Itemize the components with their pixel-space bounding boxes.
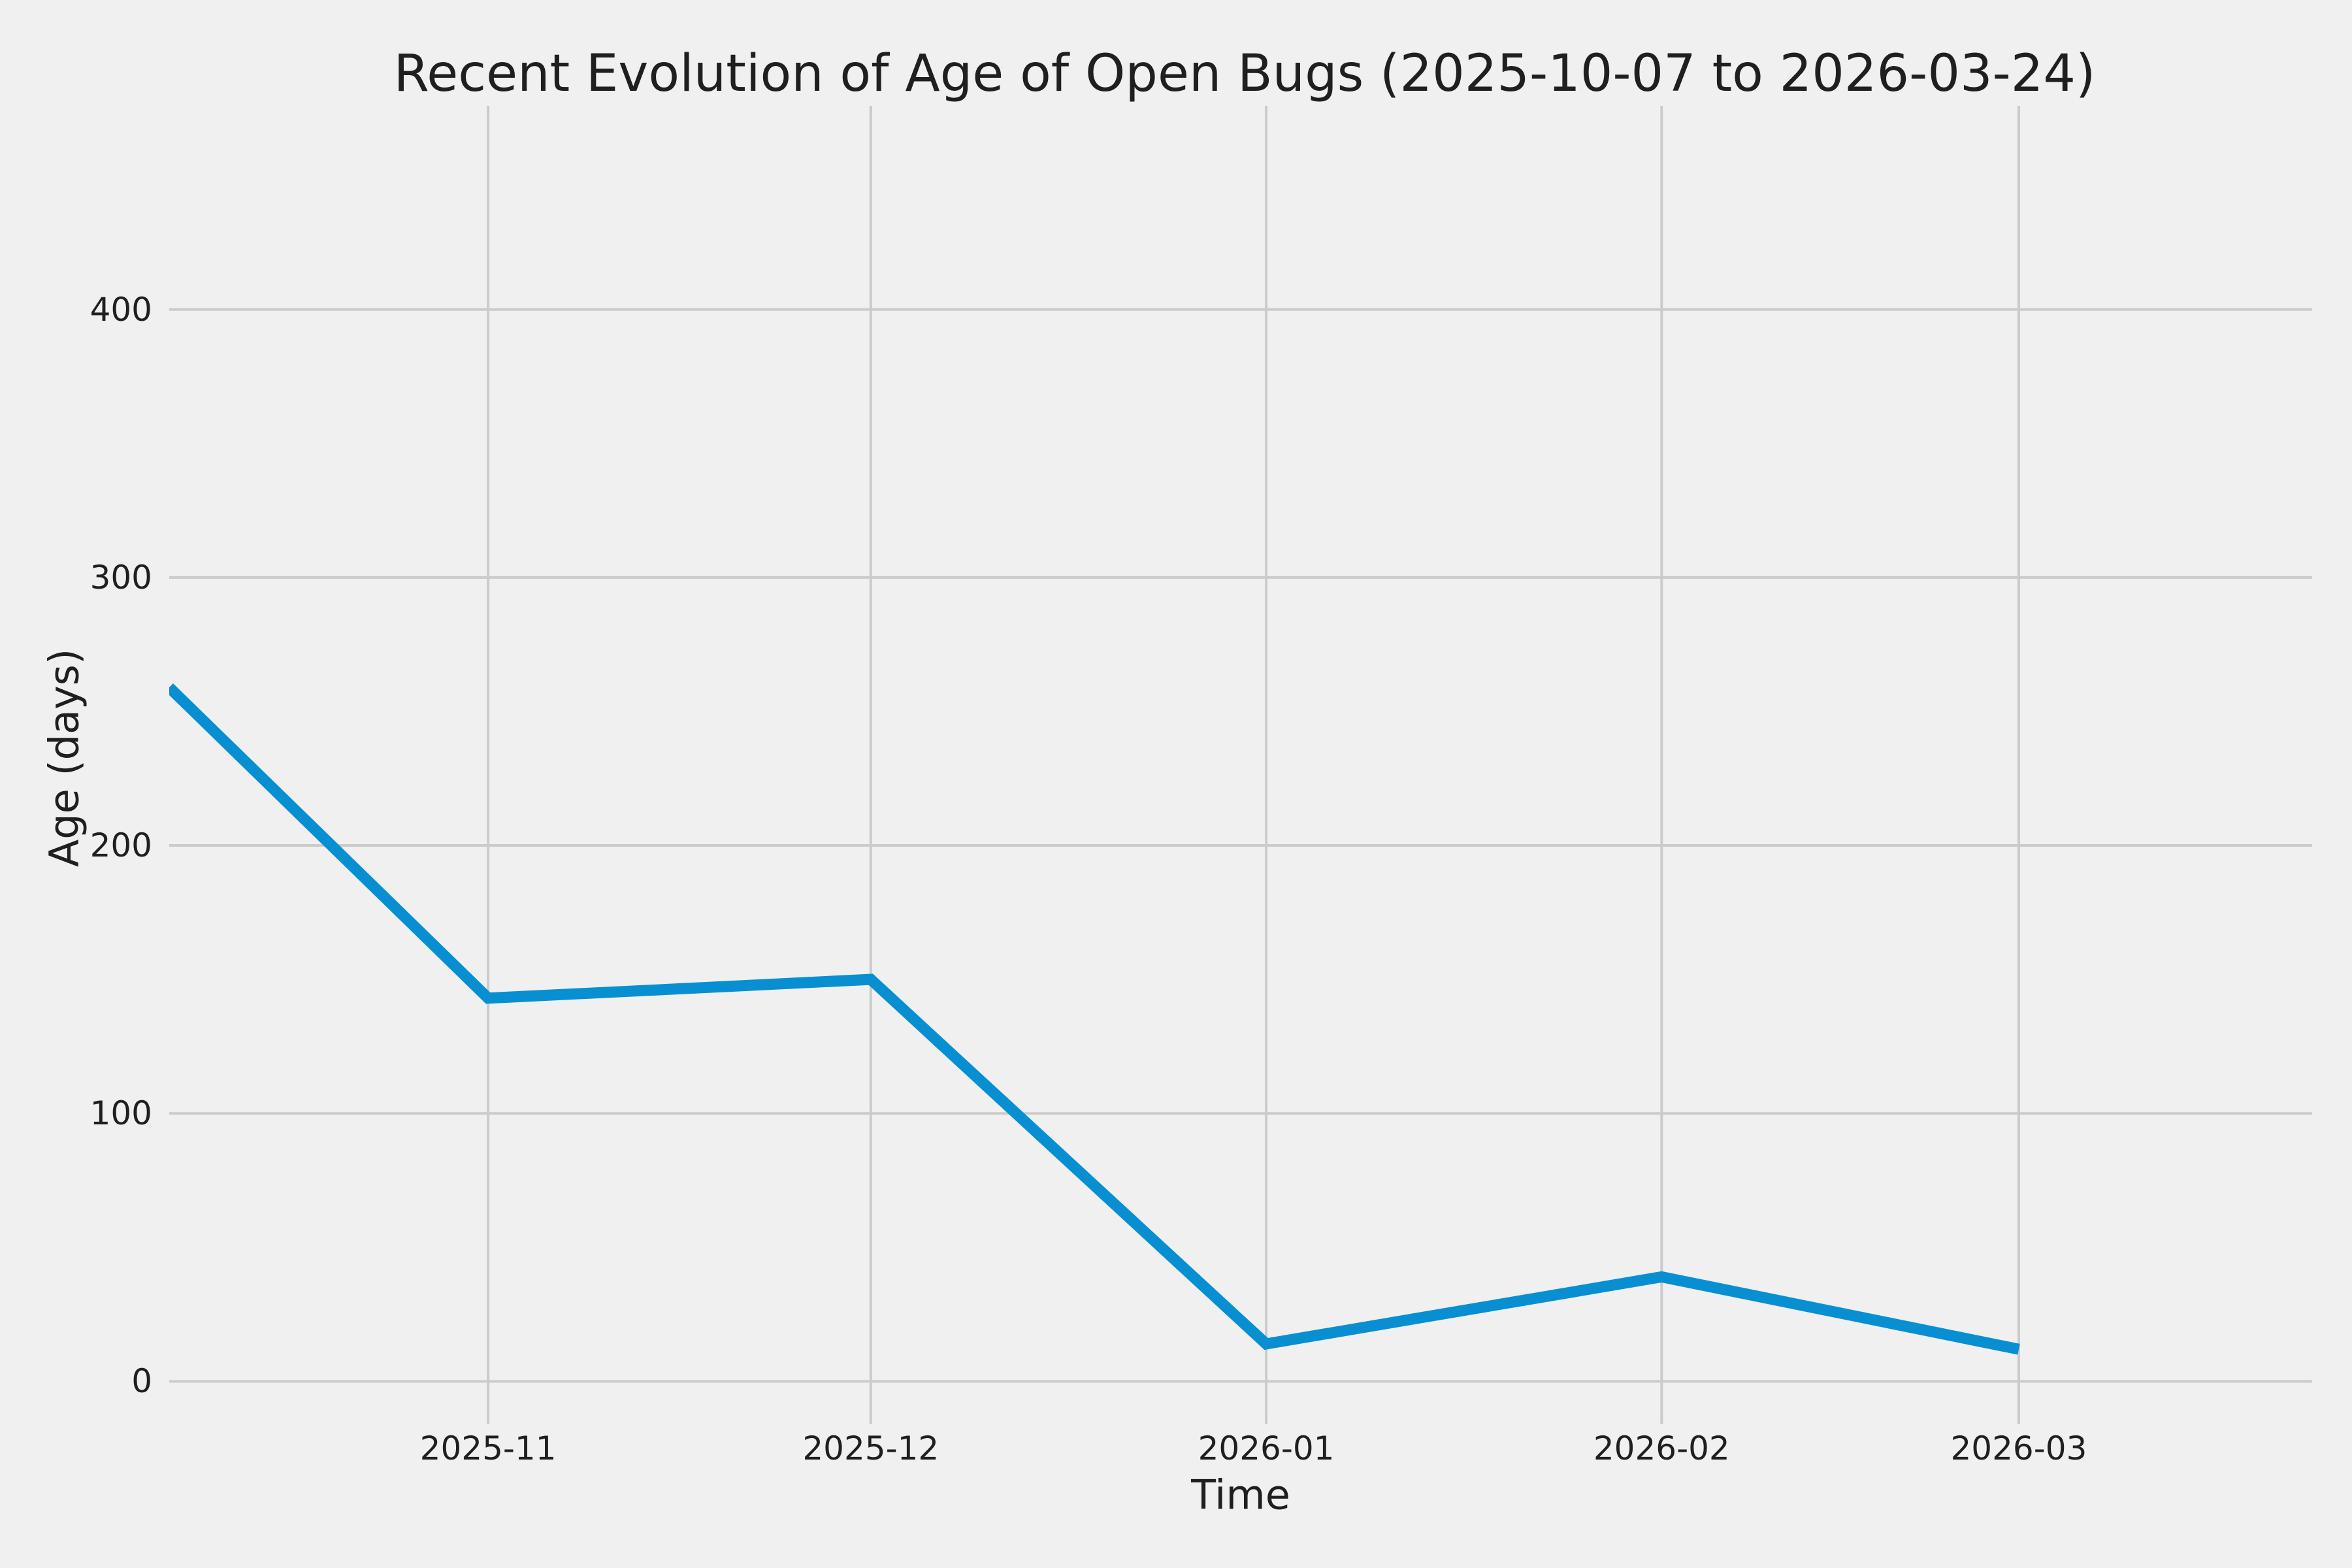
y-axis-label: Age (days)	[40, 648, 88, 868]
y-tick-label: 0	[131, 1362, 152, 1401]
x-tick-label: 2026-02	[1593, 1429, 1730, 1467]
chart-title: Recent Evolution of Age of Open Bugs (20…	[393, 44, 2096, 103]
y-tick-label: 100	[90, 1094, 152, 1133]
x-tick-label: 2026-01	[1198, 1429, 1335, 1467]
y-tick-label: 400	[90, 290, 152, 329]
x-tick-label: 2025-12	[802, 1429, 939, 1467]
plot-area	[169, 106, 2312, 1424]
gridlines	[169, 106, 2312, 1424]
data-line-series	[169, 683, 2020, 1355]
y-tick-label: 300	[90, 558, 152, 596]
y-tick-label: 200	[90, 826, 152, 865]
x-tick-label: 2026-03	[1950, 1429, 2087, 1467]
age-of-open-bugs-line	[169, 683, 2020, 1355]
x-tick-label: 2025-11	[419, 1429, 557, 1467]
x-axis-label: Time	[1191, 1471, 1290, 1519]
